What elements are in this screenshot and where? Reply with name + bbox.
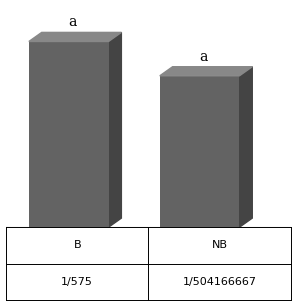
Text: a: a [68, 15, 76, 29]
Text: 1/575: 1/575 [61, 277, 93, 287]
Text: 1/504166667: 1/504166667 [183, 277, 256, 287]
Text: B: B [73, 241, 81, 250]
Polygon shape [109, 32, 121, 227]
Polygon shape [29, 32, 121, 42]
Text: a: a [199, 50, 207, 64]
Polygon shape [160, 67, 252, 76]
Bar [29, 42, 109, 227]
Polygon shape [240, 67, 252, 227]
Bar [160, 76, 240, 227]
Text: NB: NB [211, 241, 228, 250]
